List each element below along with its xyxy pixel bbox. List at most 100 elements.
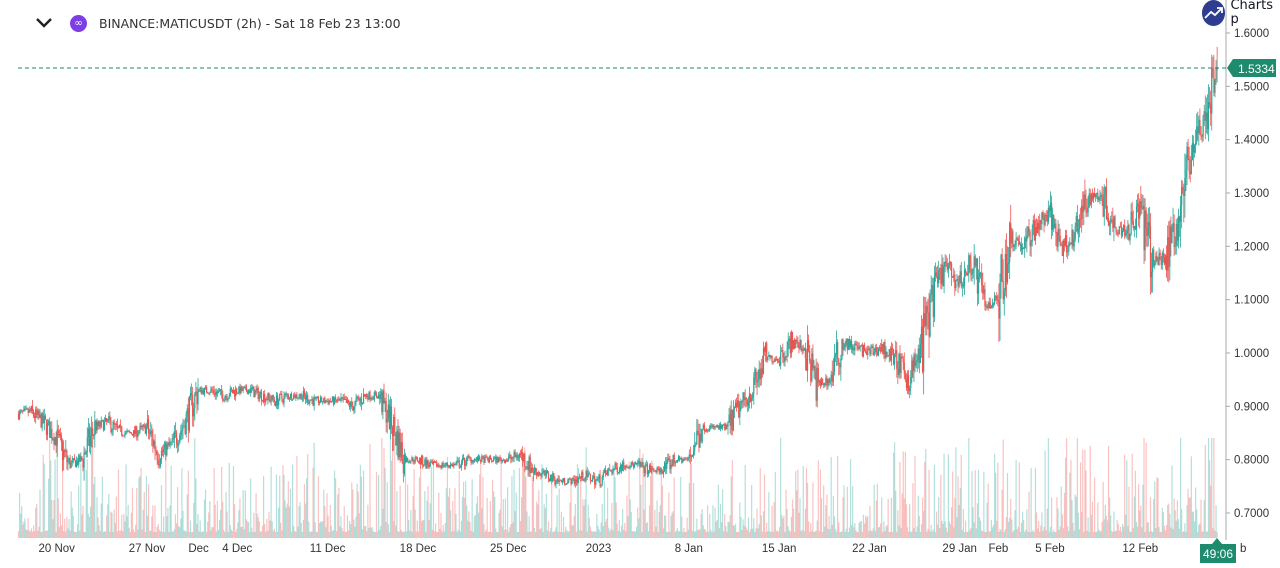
candle-body (1139, 201, 1141, 219)
candle-body (1197, 126, 1199, 134)
candle-body (641, 462, 643, 465)
candle-body (1049, 202, 1052, 211)
volume-bar (301, 531, 303, 538)
volume-bar (315, 531, 317, 538)
volume-bar (1049, 526, 1052, 538)
candle-body (507, 459, 509, 462)
candle-body (17, 414, 20, 419)
volume-bar (838, 522, 840, 538)
last-price-label: 1.5334 (1227, 59, 1276, 77)
volume-bar (1009, 517, 1011, 538)
candle-body (1119, 226, 1121, 228)
candle-body (1113, 216, 1115, 228)
volume-bar (519, 520, 522, 538)
volume-bar (808, 521, 810, 538)
candle-body (738, 400, 740, 418)
volume-bar (426, 500, 428, 538)
y-tick-label: 1.2000 (1234, 241, 1269, 253)
candle-body (574, 479, 576, 484)
volume-bar (731, 460, 733, 538)
last-price-text: 1.5334 (1238, 62, 1275, 76)
candle-body (324, 397, 326, 403)
volume-bar (78, 485, 80, 538)
volume-bar (69, 530, 71, 538)
volume-bar (620, 525, 623, 538)
candle-body (1068, 243, 1070, 252)
candle-body (283, 395, 285, 403)
volume-bar (1081, 512, 1083, 538)
candle-body (379, 394, 381, 400)
candle-body (278, 400, 280, 406)
volume-bar (63, 531, 65, 538)
candle-body (45, 419, 48, 435)
candle-body (847, 339, 849, 350)
volume-bar (870, 530, 872, 538)
candle-body (152, 435, 154, 447)
candle-body (499, 457, 501, 459)
volume-bar (1136, 526, 1139, 538)
volume-bar (736, 531, 738, 538)
volume-bar (622, 509, 624, 538)
candle-body (155, 450, 157, 452)
candle-body (433, 461, 436, 463)
volume-bar (207, 521, 209, 538)
candle-body (373, 392, 375, 400)
volume-bar (190, 531, 193, 538)
volume-bar (742, 519, 744, 538)
candle-body (349, 402, 351, 408)
candle-body (956, 279, 958, 281)
volume-bar (284, 500, 286, 538)
volume-bar (1150, 530, 1153, 538)
volume-bar (715, 521, 717, 538)
candle-body (491, 460, 494, 462)
volume-bar (734, 523, 737, 538)
volume-bar (1061, 514, 1063, 538)
volume-bar (39, 489, 41, 538)
candle-body (402, 462, 404, 474)
candle-body (171, 438, 173, 442)
candle-body (1088, 193, 1090, 208)
candle-body (891, 348, 894, 350)
volume-bar (1186, 505, 1188, 538)
candle-body (79, 455, 81, 462)
candle-body (71, 460, 73, 463)
candle-body (947, 265, 949, 270)
volume-bar (186, 494, 188, 538)
candle-body (696, 430, 698, 444)
collapse-button[interactable] (30, 17, 58, 29)
candle-body (1185, 170, 1187, 178)
candle-body (586, 471, 588, 477)
candle-body (990, 306, 992, 309)
volume-bar (718, 528, 720, 538)
volume-bar (246, 521, 249, 538)
candle-body (870, 347, 872, 355)
volume-bar (1205, 531, 1207, 538)
volume-bar (566, 530, 568, 538)
volume-bar (537, 504, 539, 538)
volume-bar (356, 483, 358, 538)
volume-bar (1117, 523, 1119, 538)
candle-body (58, 434, 60, 436)
volume-bar (1103, 519, 1105, 538)
candle-body (310, 399, 312, 401)
candle-body (222, 394, 224, 401)
volume-bar (697, 529, 699, 538)
candle-body (949, 262, 952, 264)
volume-bar (398, 531, 400, 538)
candle-body (63, 450, 65, 461)
candle-body (923, 313, 925, 372)
volume-bar (65, 531, 67, 538)
volume-bar (582, 499, 584, 538)
candle-body (749, 393, 752, 402)
volume-bar (508, 531, 510, 538)
candle-body (143, 424, 145, 426)
candle-body (579, 476, 581, 478)
candle-body (657, 467, 659, 469)
volume-bar (925, 448, 927, 538)
volume-bar (181, 468, 183, 538)
candle-body (884, 342, 886, 358)
volume-bar (740, 517, 742, 538)
candle-body (741, 401, 743, 403)
volume-bar (909, 504, 911, 538)
